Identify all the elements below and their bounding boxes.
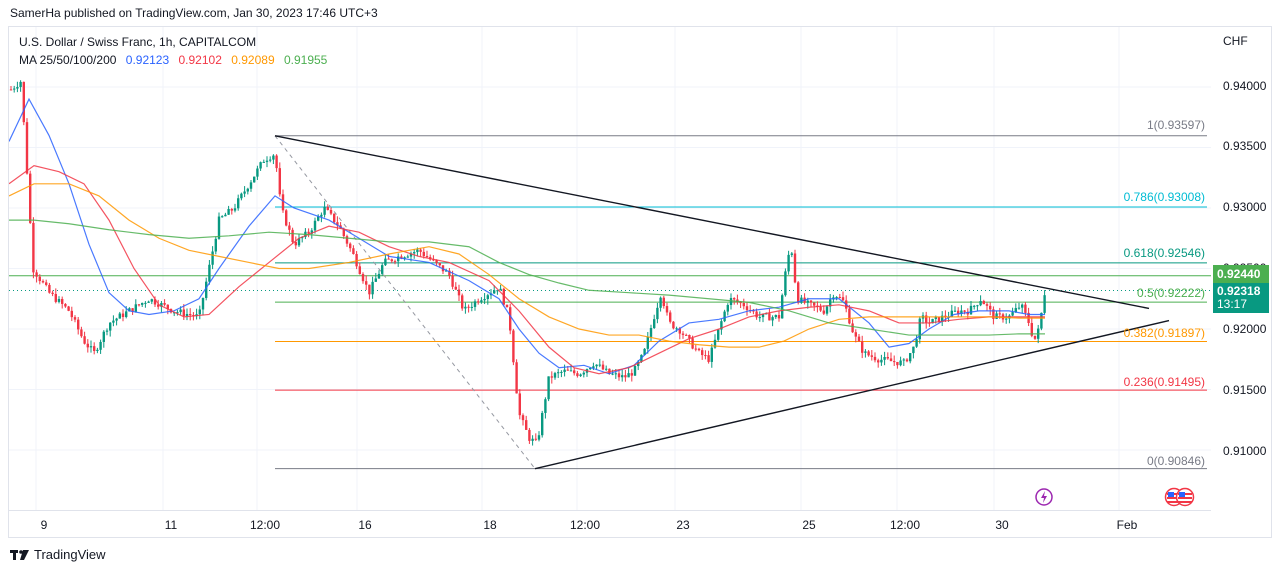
fib-label-05: 0.5(0.92222) xyxy=(1136,286,1205,300)
time-tick: Feb xyxy=(1116,518,1138,532)
time-tick: 23 xyxy=(676,518,690,532)
price-tick: 0.93500 xyxy=(1223,139,1267,153)
price-tick: 0.94000 xyxy=(1223,79,1267,93)
tradingview-brand-text: TradingView xyxy=(34,547,106,562)
time-tick: 12:00 xyxy=(889,518,921,532)
ma25-value: 0.92123 xyxy=(125,53,170,67)
horizontal-line-price-tag: 0.92440 xyxy=(1213,265,1269,283)
fib-label-0: 0(0.90846) xyxy=(1146,454,1205,468)
current-price-tag: 0.92318 13:17 xyxy=(1213,283,1269,313)
publish-line: SamerHa published on TradingView.com, Ja… xyxy=(10,6,378,20)
time-tick: 12:00 xyxy=(249,518,281,532)
time-tick: 25 xyxy=(802,518,816,532)
ma-label: MA 25/50/100/200 xyxy=(19,53,117,67)
fib-label-0236: 0.236(0.91495) xyxy=(1123,375,1205,389)
price-tick: 0.91000 xyxy=(1223,444,1267,458)
fib-label-0382: 0.382(0.91897) xyxy=(1123,326,1205,340)
tradingview-branding[interactable]: TradingView xyxy=(10,547,106,562)
price-axis[interactable]: CHF 0.94000 0.93500 0.93000 0.92500 0.92… xyxy=(1211,27,1273,510)
time-tick: 12:00 xyxy=(569,518,601,532)
fib-label-0618: 0.618(0.92546) xyxy=(1123,246,1205,260)
symbol-title: U.S. Dollar / Swiss Franc, 1h, CAPITALCO… xyxy=(19,35,257,49)
tradingview-logo-icon xyxy=(10,549,29,560)
ma200-value: 0.91955 xyxy=(283,53,328,67)
bar-countdown: 13:17 xyxy=(1217,297,1248,311)
time-axis[interactable]: 9 11 12:00 16 18 12:00 23 25 12:00 30 Fe… xyxy=(9,510,1211,538)
ma-legend: MA 25/50/100/200 0.92123 0.92102 0.92089… xyxy=(19,51,327,69)
time-tick: 30 xyxy=(995,518,1009,532)
fib-label-1: 1(0.93597) xyxy=(1146,118,1205,132)
currency-label: CHF xyxy=(1223,34,1248,48)
time-tick: 18 xyxy=(483,518,497,532)
lightning-event-icon[interactable] xyxy=(1034,487,1054,507)
time-tick: 9 xyxy=(40,518,48,532)
price-chart xyxy=(8,27,1211,510)
ma50-value: 0.92102 xyxy=(178,53,222,67)
chart-legend: U.S. Dollar / Swiss Franc, 1h, CAPITALCO… xyxy=(19,33,327,69)
chart-plot-area[interactable]: U.S. Dollar / Swiss Franc, 1h, CAPITALCO… xyxy=(8,27,1211,510)
current-price: 0.92318 xyxy=(1217,284,1261,298)
fib-label-0786: 0.786(0.93008) xyxy=(1123,190,1205,204)
price-tick: 0.92000 xyxy=(1223,322,1267,336)
us-flag-event-icon[interactable] xyxy=(1164,487,1198,507)
chart-frame: U.S. Dollar / Swiss Franc, 1h, CAPITALCO… xyxy=(8,26,1272,538)
ma100-value: 0.92089 xyxy=(231,53,275,67)
price-tick: 0.91500 xyxy=(1223,383,1267,397)
price-tick: 0.93000 xyxy=(1223,200,1267,214)
time-tick: 16 xyxy=(358,518,372,532)
time-tick: 11 xyxy=(164,518,178,532)
